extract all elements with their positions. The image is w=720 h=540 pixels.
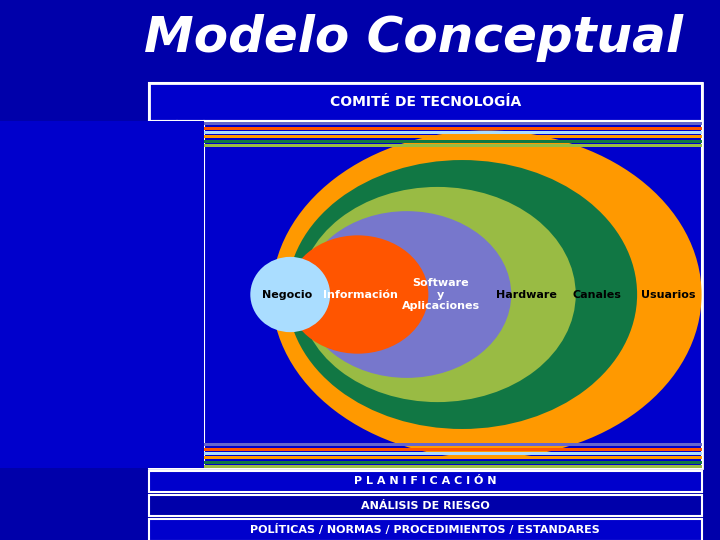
Text: ANÁLISIS DE RIESGO: ANÁLISIS DE RIESGO [361,501,490,511]
Text: Información: Información [323,289,398,300]
FancyBboxPatch shape [176,121,204,468]
FancyBboxPatch shape [204,461,701,464]
FancyBboxPatch shape [204,126,701,130]
FancyBboxPatch shape [149,495,701,516]
FancyBboxPatch shape [204,448,701,451]
FancyBboxPatch shape [149,471,701,492]
FancyBboxPatch shape [204,123,701,125]
Ellipse shape [251,257,330,332]
Text: Canales: Canales [573,289,621,300]
Text: Controles: Controles [158,265,168,325]
FancyBboxPatch shape [204,135,701,138]
Text: Software
y
Aplicaciones: Software y Aplicaciones [402,278,480,311]
Text: Usuarios: Usuarios [641,289,695,300]
FancyBboxPatch shape [149,519,701,540]
Text: P L A N I F I C A C I Ó N: P L A N I F I C A C I Ó N [354,476,497,487]
Text: Hardware: Hardware [496,289,557,300]
FancyBboxPatch shape [149,83,701,121]
Text: Continuidad de Negocio: Continuidad de Negocio [186,229,195,360]
Text: Negocio: Negocio [262,289,312,300]
Text: COMITÉ DE TECNOLOGÍA: COMITÉ DE TECNOLOGÍA [330,95,521,109]
Ellipse shape [271,131,701,458]
FancyBboxPatch shape [0,121,204,468]
Text: POLÍTICAS / NORMAS / PROCEDIMIENTOS / ESTANDARES: POLÍTICAS / NORMAS / PROCEDIMIENTOS / ES… [251,524,600,535]
Ellipse shape [300,187,576,402]
Ellipse shape [302,211,511,378]
FancyBboxPatch shape [204,144,701,147]
Ellipse shape [287,160,637,429]
FancyBboxPatch shape [204,121,701,468]
FancyBboxPatch shape [204,443,701,447]
FancyBboxPatch shape [204,452,701,455]
FancyBboxPatch shape [204,465,701,468]
FancyBboxPatch shape [149,121,176,468]
Text: Modelo Conceptual: Modelo Conceptual [143,14,683,62]
FancyBboxPatch shape [204,131,701,134]
FancyBboxPatch shape [204,139,701,143]
Ellipse shape [287,235,428,354]
FancyBboxPatch shape [204,456,701,460]
